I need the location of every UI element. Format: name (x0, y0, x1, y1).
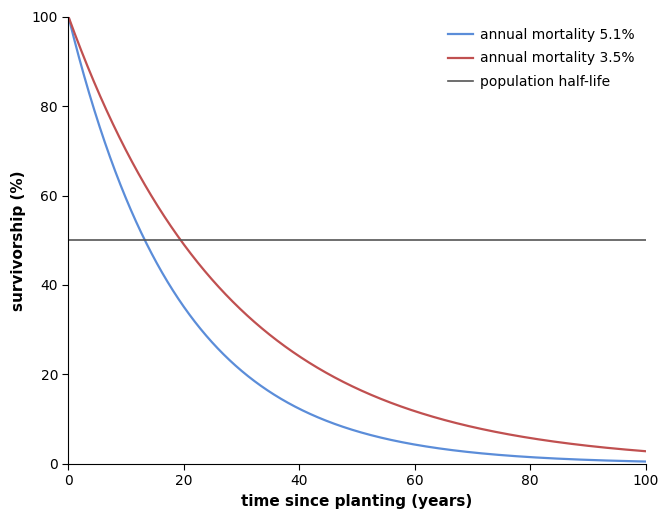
X-axis label: time since planting (years): time since planting (years) (241, 494, 473, 509)
Y-axis label: survivorship (%): survivorship (%) (11, 170, 26, 310)
Legend: annual mortality 5.1%, annual mortality 3.5%, population half-life: annual mortality 5.1%, annual mortality … (444, 23, 639, 93)
